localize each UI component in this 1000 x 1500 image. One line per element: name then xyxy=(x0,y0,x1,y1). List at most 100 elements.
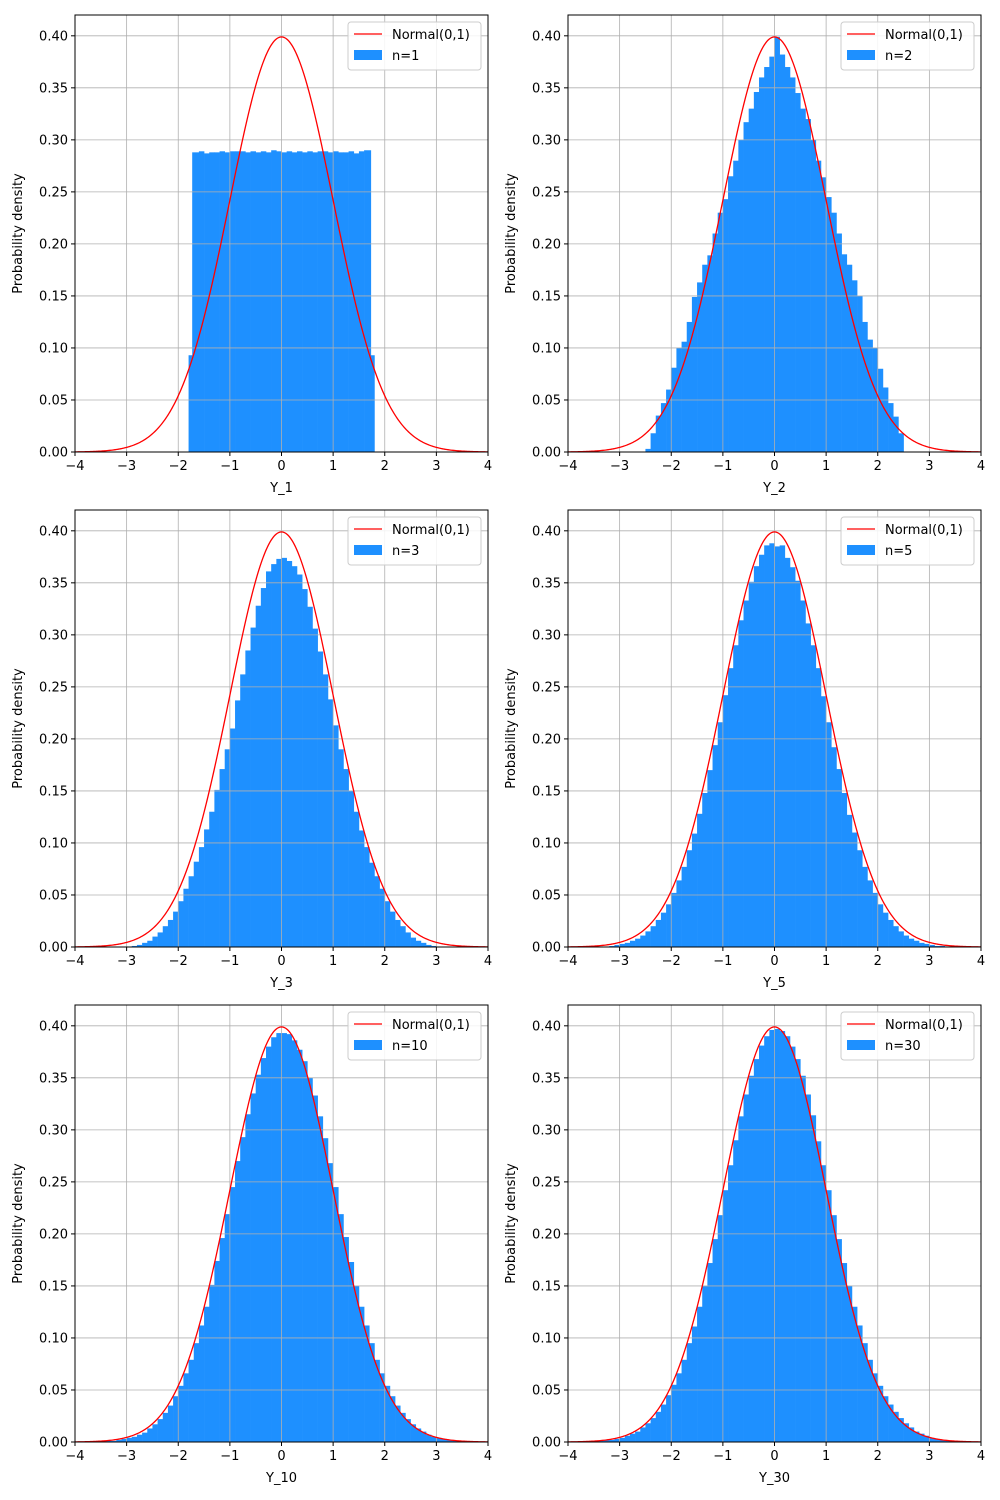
histogram-bar xyxy=(893,416,899,452)
histogram-bar xyxy=(655,1411,662,1442)
histogram-bar xyxy=(702,1285,708,1442)
histogram-bar xyxy=(296,1049,303,1442)
histogram-bar xyxy=(224,152,231,453)
histogram-bar xyxy=(312,152,318,453)
chart-panel: −4 −3 −2 −1 0 1 2 3 4 0.00 0.05 0.10 0.15 0.20 0.25 0.3… xyxy=(504,509,985,991)
histogram-bar xyxy=(379,888,386,947)
histogram-bars xyxy=(609,543,946,947)
x-tick-label: 1 xyxy=(329,954,337,969)
y-tick-label: 0.35 xyxy=(39,81,68,96)
histogram-bar xyxy=(271,150,277,452)
histogram-bar xyxy=(369,862,375,947)
x-tick-label: 1 xyxy=(822,459,830,474)
histogram-bar xyxy=(240,151,246,453)
x-tick-label: 2 xyxy=(381,1449,389,1464)
histogram-bar xyxy=(712,745,719,947)
y-tick-label: 0.10 xyxy=(39,1331,68,1346)
histogram-bar xyxy=(364,150,372,452)
x-tick-label: −3 xyxy=(610,1449,629,1464)
histogram-bar xyxy=(903,1423,910,1442)
normal-pdf-line xyxy=(567,36,982,453)
histogram-bar xyxy=(722,695,729,947)
y-tick-label: 0.15 xyxy=(532,784,561,799)
histogram-bar xyxy=(302,1061,308,1442)
histogram-bar xyxy=(629,1433,636,1442)
histogram-bar xyxy=(245,152,251,453)
histogram-bar xyxy=(307,151,313,453)
histogram-bar xyxy=(131,945,138,947)
x-tick-label: −2 xyxy=(662,954,681,969)
histogram-bar xyxy=(348,151,355,453)
legend: Normal(0,1) n=2 xyxy=(840,21,975,71)
histogram-bar xyxy=(882,1396,889,1442)
histogram-bars xyxy=(593,1028,956,1442)
legend: Normal(0,1) n=10 xyxy=(347,1011,482,1061)
y-tick-label: 0.20 xyxy=(532,237,561,252)
chart-panel: −4 −3 −2 −1 0 1 2 3 4 0.00 0.05 0.10 0.15 0.20 0.25 0.3… xyxy=(504,1004,985,1486)
chart-panel: −4 −3 −2 −1 0 1 2 3 4 0.00 0.05 0.10 0.15 0.20 0.25 0.3… xyxy=(11,14,492,496)
x-tick-label: 3 xyxy=(432,954,440,969)
y-tick-label: 0.40 xyxy=(39,524,68,539)
y-tick-label: 0.35 xyxy=(39,1071,68,1086)
x-tick-label: −1 xyxy=(220,459,239,474)
histogram-bar xyxy=(167,1405,174,1442)
histogram-bar xyxy=(784,557,791,947)
histogram-bar xyxy=(877,1385,884,1442)
histogram-bars xyxy=(188,150,375,453)
x-tick-label: 3 xyxy=(925,459,933,474)
histogram-bar xyxy=(934,945,940,947)
histogram-bar xyxy=(609,945,615,947)
x-tick-label: 4 xyxy=(484,459,492,474)
x-tick-label: 3 xyxy=(925,954,933,969)
histogram-bar xyxy=(655,919,662,947)
histogram-bar xyxy=(867,1359,873,1442)
histogram-bar xyxy=(193,1343,200,1442)
legend-bar-swatch xyxy=(847,50,875,60)
histogram-bar xyxy=(624,1435,631,1442)
y-tick-label: 0.30 xyxy=(39,133,68,148)
histogram-bar xyxy=(364,1325,370,1442)
histogram-bar xyxy=(343,1237,349,1442)
histogram-bar xyxy=(240,1137,246,1442)
y-tick-label: 0.20 xyxy=(39,1227,68,1242)
histogram-bar xyxy=(826,1190,832,1442)
histogram-bar xyxy=(152,936,158,947)
histogram-bar xyxy=(327,1163,334,1442)
histogram-bar xyxy=(266,571,272,947)
histogram-bar xyxy=(604,1439,610,1442)
y-tick-label: 0.15 xyxy=(39,1279,68,1294)
y-tick-label: 0.25 xyxy=(532,1175,561,1190)
histogram-bar xyxy=(142,1432,148,1442)
histogram-bar xyxy=(410,1424,417,1442)
x-axis-label: Y_3 xyxy=(269,976,293,991)
histogram-bar xyxy=(281,152,287,453)
legend-label: n=3 xyxy=(392,544,419,559)
histogram-bar xyxy=(343,152,349,453)
y-tick-label: 0.10 xyxy=(532,341,561,356)
histogram-bar xyxy=(666,904,672,947)
histogram-bar xyxy=(681,1359,688,1442)
y-tick-label: 0.20 xyxy=(532,1227,561,1242)
histogram-bar xyxy=(276,1033,282,1442)
x-tick-label: 4 xyxy=(484,1449,492,1464)
y-tick-label: 0.20 xyxy=(532,732,561,747)
histogram-bar xyxy=(691,833,698,947)
histogram-bar xyxy=(333,1187,339,1442)
histogram-bar xyxy=(157,1419,164,1442)
histogram-bar xyxy=(784,67,791,453)
histogram-bar xyxy=(789,1046,796,1442)
y-tick-label: 0.35 xyxy=(532,81,561,96)
x-tick-label: −4 xyxy=(558,459,577,474)
x-tick-label: −2 xyxy=(662,459,681,474)
histogram-bar xyxy=(939,945,946,947)
histogram-bar xyxy=(769,1029,775,1442)
histogram-bar xyxy=(260,588,267,947)
histogram-bar xyxy=(271,1037,277,1442)
y-tick-label: 0.05 xyxy=(39,888,68,903)
histogram-bar xyxy=(619,943,626,947)
histogram-bar xyxy=(192,152,200,453)
histogram-bar xyxy=(748,108,755,453)
histogram-bar xyxy=(686,1343,693,1442)
y-tick-label: 0.20 xyxy=(39,237,68,252)
